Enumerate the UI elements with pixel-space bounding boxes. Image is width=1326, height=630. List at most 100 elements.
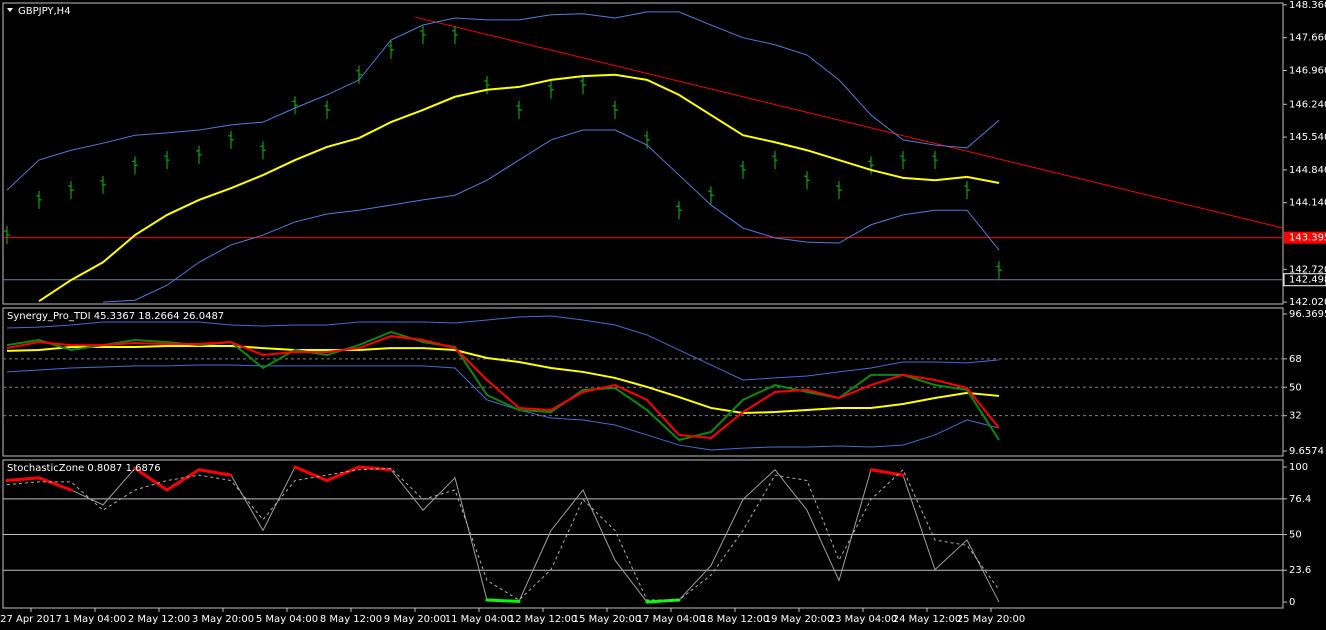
- price-bar: [868, 156, 874, 175]
- zone-segment: [37, 476, 73, 492]
- indicator-line: [6, 345, 1000, 415]
- y-tick-label: 23.6: [1289, 565, 1311, 576]
- price-bar: [164, 151, 170, 170]
- y-tick-label: 32: [1289, 411, 1302, 422]
- price-bar: [420, 25, 426, 44]
- trendline: [414, 16, 1283, 229]
- x-tick-label: 18 May 12:00: [701, 614, 770, 625]
- y-tick-label: 144.840: [1289, 165, 1326, 176]
- x-tick-label: 8 May 12:00: [320, 614, 382, 625]
- indicator-line: [6, 335, 1000, 439]
- zone-segment: [645, 598, 681, 604]
- price-bar: [612, 100, 618, 119]
- panel-title: GBPJPY,H4: [18, 6, 71, 17]
- indicator-line: [38, 73, 1000, 303]
- x-tick-label: 25 May 20:00: [957, 614, 1026, 625]
- panel-frame: [2, 2, 1284, 305]
- zone-segment: [485, 598, 521, 603]
- x-tick-label: 15 May 20:00: [573, 614, 642, 625]
- panel-frame: [2, 459, 1284, 609]
- price-bar: [516, 100, 522, 119]
- y-tick-label: 50: [1289, 382, 1302, 393]
- price-bar: [964, 181, 970, 200]
- panel-title: Synergy_Pro_TDI 45.3367 18.2664 26.0487: [7, 311, 224, 322]
- y-tick-label: 0: [1289, 597, 1295, 608]
- y-tick-label: 146.240: [1289, 99, 1326, 110]
- price-bar: [740, 160, 746, 179]
- zone-segment: [293, 465, 329, 483]
- zone-segment: [197, 468, 233, 477]
- price-bar: [36, 190, 42, 209]
- menu-triangle: [7, 8, 13, 12]
- zone-segment: [357, 465, 393, 472]
- y-tick-label: 144.140: [1289, 198, 1326, 209]
- price-bar: [644, 130, 650, 149]
- price-bar: [260, 141, 266, 160]
- price-bar: [900, 151, 906, 170]
- indicator-line: [102, 129, 1000, 303]
- price-bar: [836, 181, 842, 200]
- y-tick-label: 96.3695: [1289, 309, 1326, 320]
- price-bar: [484, 76, 490, 95]
- price-bar: [68, 181, 74, 200]
- y-tick-label: 148.360: [1289, 0, 1326, 11]
- price-bar: [100, 175, 106, 194]
- price-bar: [548, 80, 554, 99]
- x-tick-label: 19 May 20:00: [765, 614, 834, 625]
- x-tick-label: 23 May 04:00: [829, 614, 898, 625]
- plot: [3, 11, 1283, 303]
- zone-segment: [325, 465, 361, 483]
- indicator-line: [6, 467, 1000, 601]
- price-bar: [196, 145, 202, 164]
- y-tick-label: 76.4: [1289, 494, 1311, 505]
- plot: [3, 315, 1283, 451]
- price-bar: [132, 156, 138, 175]
- price-label: 142.498: [1289, 275, 1326, 286]
- indicator-line: [6, 315, 1000, 381]
- y-tick-label: 68: [1289, 354, 1302, 365]
- indicator-line: [6, 11, 1000, 191]
- y-tick-label: 50: [1289, 530, 1302, 541]
- price-bar: [324, 100, 330, 119]
- x-tick-label: 2 May 12:00: [128, 614, 190, 625]
- x-tick-label: 17 May 04:00: [637, 614, 706, 625]
- x-tick-label: 11 May 04:00: [445, 614, 514, 625]
- price-bar: [388, 40, 394, 59]
- price-bar: [676, 201, 682, 220]
- price-bar: [996, 261, 1002, 280]
- y-tick-label: 147.660: [1289, 33, 1326, 44]
- y-tick-label: 100: [1289, 462, 1308, 473]
- y-tick-label: 146.960: [1289, 66, 1326, 77]
- panel-frame: [2, 307, 1284, 457]
- x-tick-label: 1 May 04:00: [64, 614, 126, 625]
- x-tick-label: 27 Apr 2017: [0, 614, 62, 625]
- x-tick-label: 3 May 20:00: [192, 614, 254, 625]
- price-label-box: [1283, 273, 1326, 287]
- x-tick-label: 9 May 20:00: [384, 614, 446, 625]
- y-tick-label: 145.540: [1289, 132, 1326, 143]
- price-bar: [804, 171, 810, 190]
- y-tick-label: 9.6574: [1289, 446, 1324, 457]
- price-bar: [292, 96, 298, 115]
- price-bar: [580, 76, 586, 95]
- x-tick-label: 24 May 12:00: [893, 614, 962, 625]
- indicator-line: [6, 364, 1000, 451]
- x-tick-label: 12 May 12:00: [509, 614, 578, 625]
- zone-segment: [133, 466, 169, 492]
- y-tick-label: 142.020: [1289, 297, 1326, 308]
- price-label: 143.395: [1289, 233, 1326, 244]
- price-bar: [708, 186, 714, 205]
- price-bar: [228, 130, 234, 149]
- price-bar: [356, 65, 362, 84]
- x-tick-label: 5 May 04:00: [256, 614, 318, 625]
- price-bar: [452, 25, 458, 44]
- zone-segment: [165, 468, 201, 492]
- panel-title: StochasticZone 0.8087 1.6876: [7, 463, 161, 474]
- zone-segment: [5, 476, 41, 483]
- y-tick-label: 142.720: [1289, 264, 1326, 275]
- plot: [3, 465, 1283, 604]
- price-label-box: [1284, 231, 1326, 244]
- price-bar: [4, 226, 10, 245]
